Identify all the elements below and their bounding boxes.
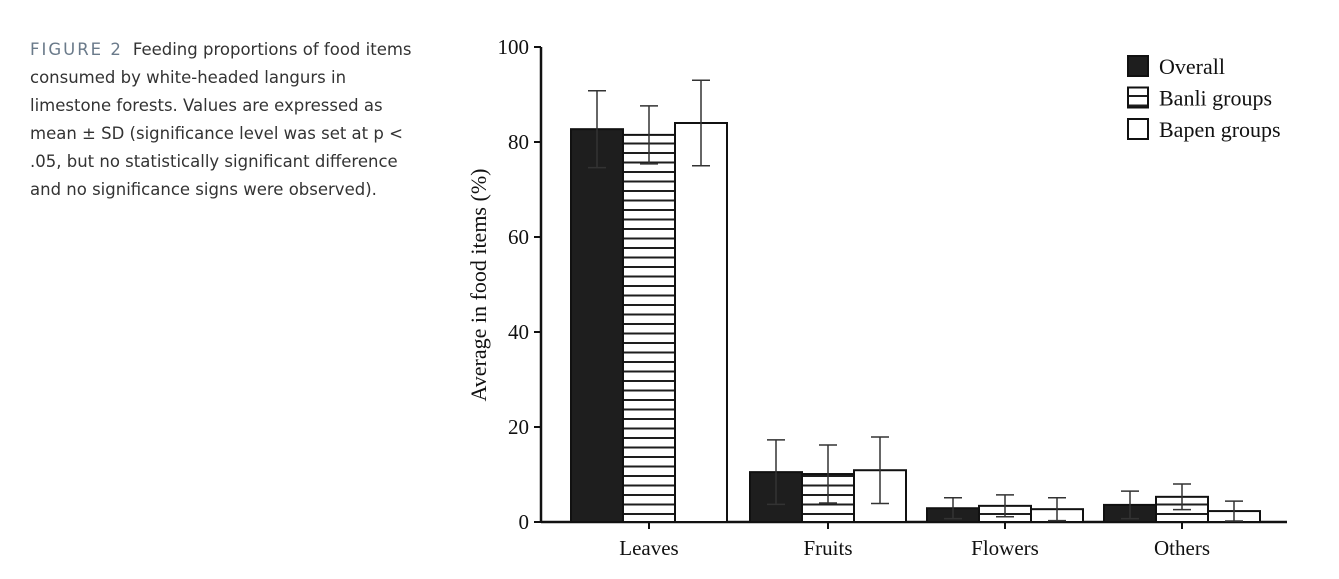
- legend-swatch: [1127, 118, 1149, 140]
- caption-text: Feeding proportions of food items consum…: [30, 40, 412, 199]
- y-tick-label: 40: [508, 320, 529, 344]
- legend-swatch: [1127, 55, 1149, 77]
- y-tick-label: 60: [508, 225, 529, 249]
- bar-bapen-groups: [674, 122, 728, 523]
- y-tick-label: 20: [508, 415, 529, 439]
- x-tick-label: Others: [1154, 536, 1210, 560]
- bar-overall: [570, 128, 624, 524]
- y-tick-label: 0: [519, 510, 530, 534]
- figure-caption: FIGURE 2 Feeding proportions of food item…: [30, 36, 430, 204]
- figure-label: FIGURE 2: [30, 40, 123, 59]
- legend-swatch: [1127, 86, 1149, 109]
- x-tick-label: Flowers: [971, 536, 1039, 560]
- legend-label: Overall: [1159, 54, 1225, 79]
- legend-label: Banli groups: [1159, 86, 1272, 111]
- legend-label: Bapen groups: [1159, 117, 1281, 142]
- y-axis-label: Average in food items (%): [466, 169, 491, 402]
- y-tick-label: 100: [498, 35, 530, 59]
- y-tick-label: 80: [508, 130, 529, 154]
- bar-banli-groups: [622, 133, 676, 523]
- x-tick-label: Leaves: [619, 536, 678, 560]
- x-tick-label: Fruits: [803, 536, 852, 560]
